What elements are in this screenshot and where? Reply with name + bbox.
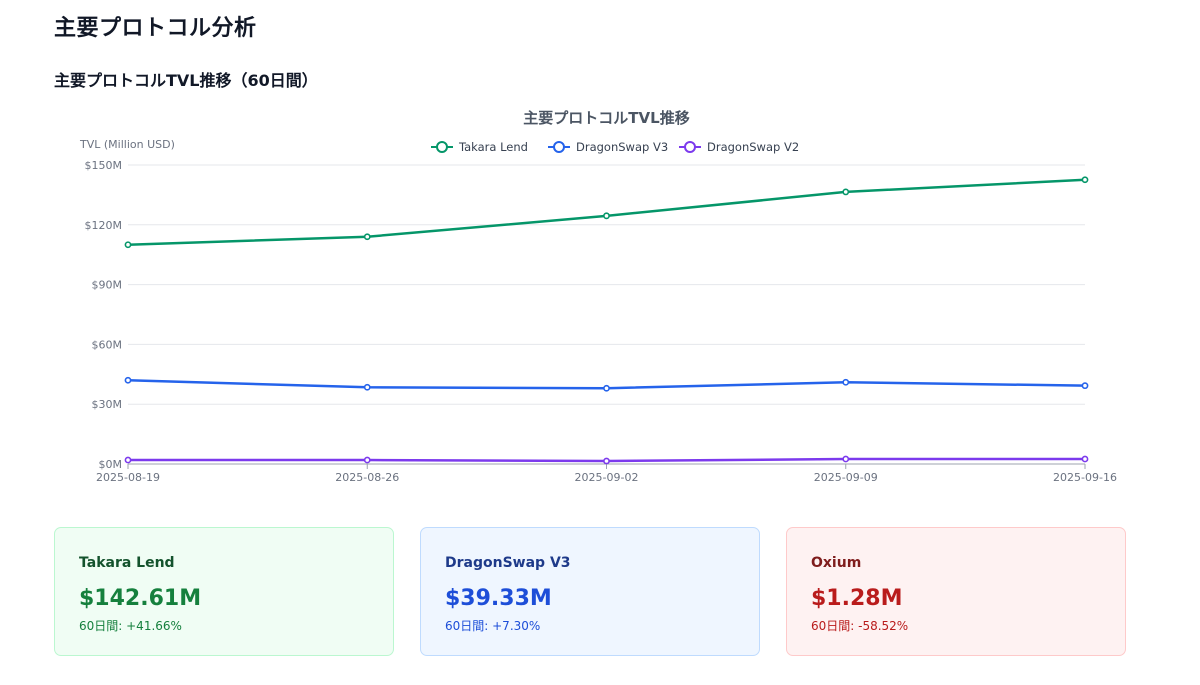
legend-swatch-marker [553,141,565,153]
data-point [842,455,850,463]
data-point [1081,382,1089,390]
data-point [842,378,850,386]
card-protocol-name: DragonSwap V3 [445,555,571,571]
data-point [1081,176,1089,184]
tvl-chart: 主要プロトコルTVL推移 TVL (Million USD) Takara Lend… [54,100,1144,495]
x-tick-label: 2025-09-02 [575,471,639,484]
data-point [363,383,371,391]
legend-label: Takara Lend [458,140,528,154]
card-tvl-value: $1.28M [811,586,903,611]
section-title: 主要プロトコルTVL推移（60日間） [54,71,318,90]
x-tick-label: 2025-08-19 [96,471,160,484]
data-point [124,241,132,249]
card-protocol-name: Takara Lend [79,555,175,571]
data-point [363,456,371,464]
data-point [124,456,132,464]
x-tick-label: 2025-09-16 [1053,471,1117,484]
legend-label: DragonSwap V2 [707,140,799,154]
card-tvl-change: 60日間: -58.52% [811,619,909,633]
page-title: 主要プロトコル分析 [54,16,257,41]
data-point [842,188,850,196]
x-tick-label: 2025-08-26 [335,471,399,484]
y-axis-label: TVL (Million USD) [79,138,175,151]
y-tick-label: $0M [99,458,123,471]
card-tvl-change: 60日間: +7.30% [445,619,541,633]
card-tvl-value: $142.61M [79,586,202,611]
data-point [603,384,610,392]
y-tick-label: $30M [92,398,123,411]
protocol-cards: Takara Lend $142.61M 60日間: +41.66% Drago… [54,527,1129,658]
y-tick-label: $120M [85,219,123,232]
data-point [603,457,610,465]
tvl-line-chart: 主要プロトコルTVL推移 TVL (Million USD) Takara Lend… [79,109,1117,484]
x-tick-label: 2025-09-09 [814,471,878,484]
data-point [603,212,610,220]
data-point [124,376,132,384]
protocol-card-oxium: Oxium $1.28M 60日間: -58.52% [786,527,1126,656]
chart-title: 主要プロトコルTVL推移 [523,109,689,127]
card-tvl-change: 60日間: +41.66% [79,619,182,633]
protocol-card-takara-lend: Takara Lend $142.61M 60日間: +41.66% [54,527,394,656]
y-tick-label: $60M [92,338,123,351]
legend-swatch-marker [436,141,448,153]
protocol-card-dragonswap-v3: DragonSwap V3 $39.33M 60日間: +7.30% [420,527,760,656]
series-line [126,178,1087,246]
y-tick-label: $90M [92,279,123,292]
legend-label: DragonSwap V3 [576,140,668,154]
card-tvl-value: $39.33M [445,586,552,611]
card-protocol-name: Oxium [811,555,862,571]
data-point [1081,455,1089,463]
data-point [363,233,371,241]
y-tick-label: $150M [85,159,123,172]
legend-swatch-marker [684,141,696,153]
